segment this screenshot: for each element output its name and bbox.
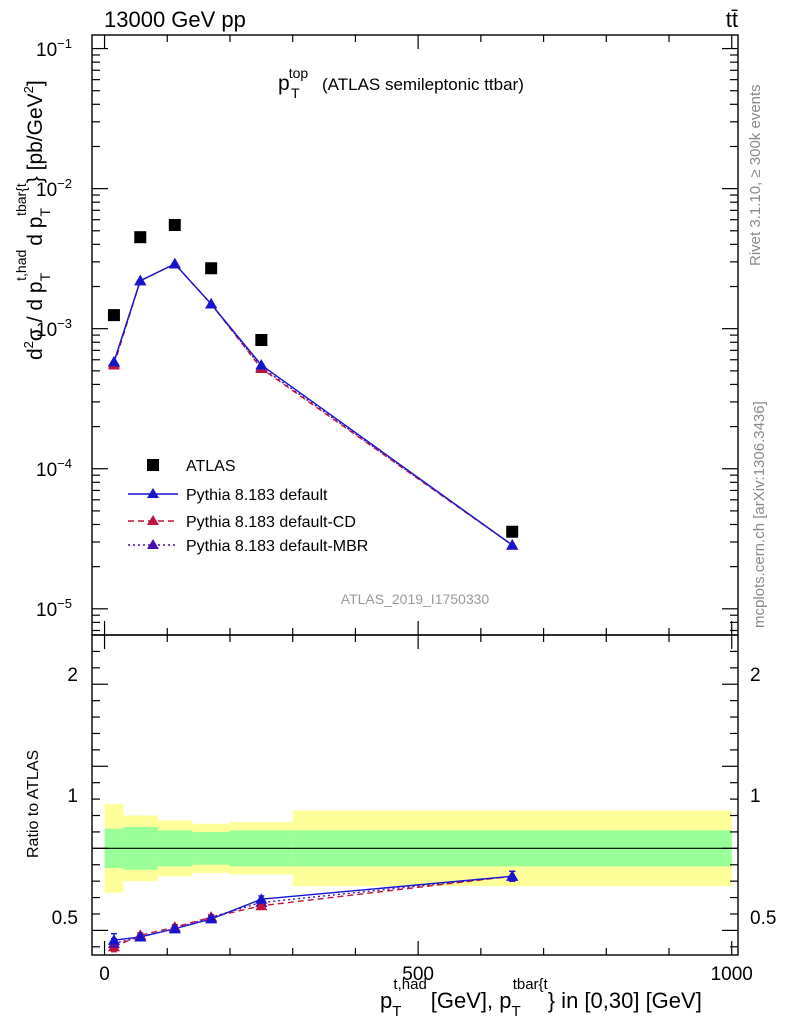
ratio-point-pythia-8-183-default-1 [134,930,147,942]
point-atlas-0 [107,309,120,322]
process-label: tt̄ [726,7,738,32]
legend-label-cd: Pythia 8.183 default-CD [186,514,356,531]
point-atlas-2 [168,218,181,231]
x-tick-labels: 0 500 1000 [99,964,753,985]
x-tick-1000: 1000 [711,964,753,985]
legend-marker-cd [147,515,159,525]
y-tick-label-2: 10−2 [36,176,72,201]
ratio-tick-2: 2 [67,665,78,686]
legend: ATLAS Pythia 8.183 default Pythia 8.183 … [128,458,368,555]
y-tick-label-1: 10−1 [36,36,72,61]
y-axis-label: d2σ / d pTt,hadd pTtbar{t} [pb/GeV2] [13,80,53,360]
point-pythia-8-183-default-0 [107,355,120,367]
point-pythia-8-183-default-5 [506,539,519,550]
line-pythia-8-183-default [113,263,513,546]
point-pythia-8-183-default-4 [255,359,268,370]
ratio-point-pythia-8-183-default-cd-4 [255,899,268,911]
main-series [107,218,519,550]
ratio-line-pythia-8-183-default-cd [113,875,513,948]
x-tick-0: 0 [99,964,110,985]
point-pythia-8-183-default-2 [168,257,181,269]
ratio-tick-0.5-right: 0.5 [750,908,776,929]
point-atlas-4 [255,334,268,347]
point-pythia-8-183-default-1 [134,274,147,286]
legend-label-atlas: ATLAS [186,458,236,475]
axis-ticks [92,35,738,955]
legend-marker-default [147,488,159,498]
ratio-point-pythia-8-183-default-4 [255,893,268,904]
ratio-plot-frame [91,634,739,956]
ratio-line-pythia-8-183-default-mbr [113,875,513,945]
ratio-point-pythia-8-183-default-5 [506,870,519,881]
legend-marker-mbr [147,539,159,549]
ratio-tick-2-right: 2 [750,665,761,686]
legend-label-default: Pythia 8.183 default [186,487,328,504]
legend-label-mbr: Pythia 8.183 default-MBR [186,538,368,555]
ratio-point-pythia-8-183-default-0 [107,934,120,945]
x-tick-500: 500 [402,964,434,985]
point-pythia-8-183-default-3 [205,298,218,309]
analysis-label: ATLAS_2019_I1750330 [341,591,490,607]
ratio-point-pythia-8-183-default-2 [168,922,181,934]
y-tick-label-5: 10−5 [36,596,72,621]
rivet-label: Rivet 3.1.10, ≥ 300k events [747,84,764,266]
ratio-point-pythia-8-183-default-3 [205,912,218,924]
ratio-tick-1: 1 [67,786,78,807]
ratio-y-label: Ratio to ATLAS [25,750,42,858]
ratio-tick-0.5: 0.5 [52,908,78,929]
point-atlas-1 [134,231,147,244]
y-tick-label-4: 10−4 [36,456,72,481]
mcplots-label: mcplots.cern.ch [arXiv:1306.3436] [751,401,768,628]
energy-label: 13000 GeV pp [104,7,246,32]
y-tick-labels: 10−1 10−2 10−3 10−4 10−5 [36,36,72,621]
ratio-tick-labels-right: 0.5 1 2 [750,665,776,929]
legend-marker-atlas [147,459,159,471]
y-tick-label-3: 10−3 [36,316,72,341]
ratio-tick-1-right: 1 [750,786,761,807]
point-atlas-5 [506,525,519,538]
ratio-tick-labels-left: 0.5 1 2 [52,665,78,929]
point-atlas-3 [205,262,218,275]
x-axis-label: pTt,had[GeV], pTtbar{t} in [0,30] [GeV] [380,976,702,1020]
plot-title: ptop T (ATLAS semileptonic ttbar) [278,65,524,101]
ratio-series [107,870,519,953]
